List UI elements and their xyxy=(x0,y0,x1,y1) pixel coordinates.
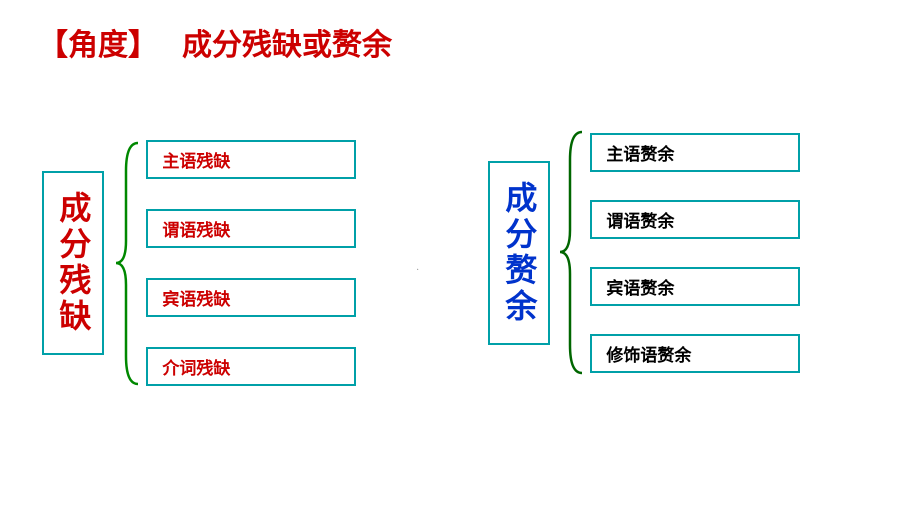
header-bracket-label: 【角度】 xyxy=(38,20,158,64)
item-label: 谓语赘余 xyxy=(606,212,674,231)
right-item-box: 谓语赘余 xyxy=(590,200,800,239)
right-diagram-section: 成分赘余 主语赘余 谓语赘余 宾语赘余 修饰语赘余 xyxy=(488,130,800,375)
right-brace-icon xyxy=(556,130,586,375)
right-category-box: 成分赘余 xyxy=(488,161,550,345)
left-item-box: 宾语残缺 xyxy=(146,278,356,317)
left-items-column: 主语残缺 谓语残缺 宾语残缺 介词残缺 xyxy=(146,140,356,386)
item-label: 宾语赘余 xyxy=(606,279,674,298)
item-label: 谓语残缺 xyxy=(162,221,230,240)
right-item-box: 修饰语赘余 xyxy=(590,334,800,373)
item-label: 宾语残缺 xyxy=(162,290,230,309)
right-category-label: 成分赘余 xyxy=(500,181,538,325)
center-marker-icon: · xyxy=(416,265,419,276)
item-label: 修饰语赘余 xyxy=(606,346,691,365)
slide-header: 【角度】 成分残缺或赘余 xyxy=(38,20,392,64)
left-item-box: 主语残缺 xyxy=(146,140,356,179)
left-item-box: 谓语残缺 xyxy=(146,209,356,248)
left-brace-icon xyxy=(112,141,142,386)
right-item-box: 宾语赘余 xyxy=(590,267,800,306)
header-title: 成分残缺或赘余 xyxy=(182,20,392,64)
left-category-label: 成分残缺 xyxy=(54,191,92,335)
right-items-column: 主语赘余 谓语赘余 宾语赘余 修饰语赘余 xyxy=(590,133,800,373)
left-diagram-section: 成分残缺 主语残缺 谓语残缺 宾语残缺 介词残缺 xyxy=(42,140,356,386)
left-item-box: 介词残缺 xyxy=(146,347,356,386)
item-label: 介词残缺 xyxy=(162,359,230,378)
item-label: 主语残缺 xyxy=(162,152,230,171)
item-label: 主语赘余 xyxy=(606,145,674,164)
right-item-box: 主语赘余 xyxy=(590,133,800,172)
left-category-box: 成分残缺 xyxy=(42,171,104,355)
